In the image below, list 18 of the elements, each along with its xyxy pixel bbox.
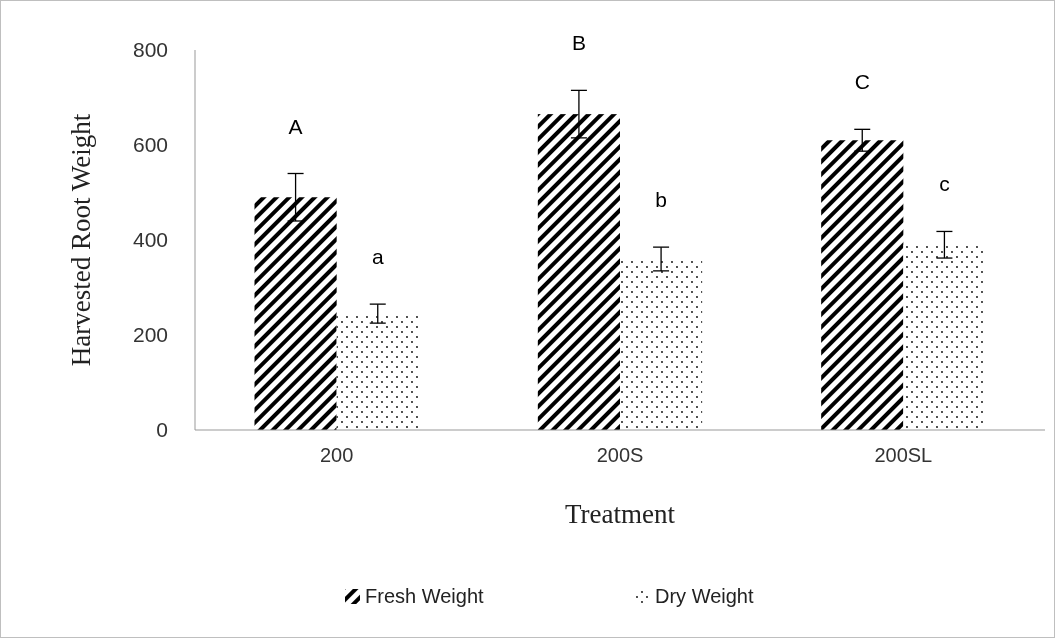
annotation: B <box>571 31 586 55</box>
x-axis-title: Treatment <box>565 499 676 529</box>
x-tick-label: 200S <box>596 444 644 466</box>
annotation: C <box>854 70 870 94</box>
y-tick-label: 400 <box>132 228 168 252</box>
annotation: c <box>939 172 950 196</box>
x-tick-label: 200SL <box>874 444 933 466</box>
y-axis-title: Harvested Root Weight <box>66 113 96 367</box>
y-tick-label: 200 <box>132 323 168 347</box>
legend-label: Fresh Weight <box>365 585 485 607</box>
y-tick-label: 600 <box>132 133 168 157</box>
x-tick-label: 200 <box>319 444 354 466</box>
legend-label: Dry Weight <box>655 585 754 607</box>
annotation: b <box>655 188 667 212</box>
y-tick-label: 800 <box>132 38 168 62</box>
y-tick-label: 0 <box>156 418 168 442</box>
annotation: A <box>288 114 303 138</box>
annotation: a <box>371 245 384 269</box>
